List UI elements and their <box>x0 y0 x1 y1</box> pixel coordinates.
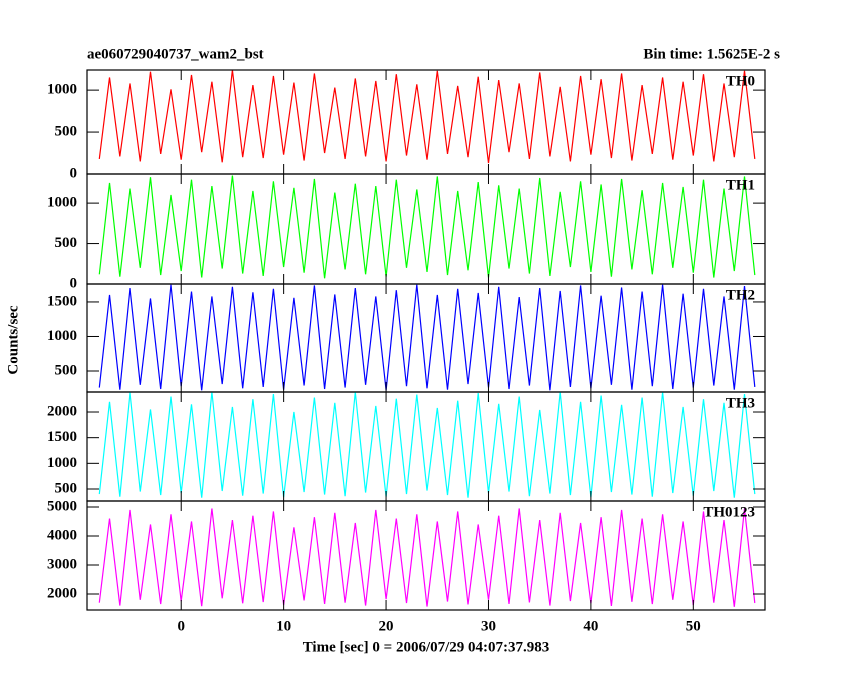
y-tick-label: 2000 <box>47 403 77 419</box>
y-tick-label: 1000 <box>47 455 77 471</box>
x-tick-label: 20 <box>379 618 394 634</box>
panel-label: TH0 <box>726 73 755 89</box>
y-tick-label: 3000 <box>47 556 77 572</box>
y-tick-label: 1500 <box>47 429 77 445</box>
x-tick-label: 10 <box>276 618 291 634</box>
y-axis-label: Counts/sec <box>5 305 21 375</box>
y-tick-label: 5000 <box>47 498 77 514</box>
y-tick-label: 500 <box>55 235 78 251</box>
light-curve <box>98 69 756 164</box>
panel-label: TH1 <box>726 177 755 193</box>
x-tick-label: 50 <box>686 618 701 634</box>
light-curve <box>98 508 756 607</box>
y-tick-label: 4000 <box>47 527 77 543</box>
x-axis-label: Time [sec] 0 = 2006/07/29 04:07:37.983 <box>303 639 550 655</box>
y-tick-label: 1000 <box>47 195 77 211</box>
y-tick-label: 2000 <box>47 585 77 601</box>
panel-label: TH3 <box>726 395 755 411</box>
y-tick-label: 500 <box>55 124 78 140</box>
panel-frame <box>86 500 766 611</box>
x-tick-label: 30 <box>481 618 496 634</box>
x-tick-label: 0 <box>177 618 185 634</box>
y-tick-label: 1000 <box>47 328 77 344</box>
y-tick-label: 500 <box>55 480 78 496</box>
y-tick-label: 1500 <box>47 293 77 309</box>
y-tick-label: 0 <box>70 275 78 291</box>
chart-subtitle: Bin time: 1.5625E-2 s <box>643 46 780 62</box>
y-tick-label: 0 <box>70 165 78 181</box>
y-tick-label: 1000 <box>47 82 77 98</box>
y-tick-label: 500 <box>55 362 78 378</box>
light-curve <box>98 175 756 279</box>
panel-label: TH0123 <box>703 504 755 520</box>
light-curve <box>98 284 756 391</box>
chart-title: ae060729040737_wam2_bst <box>87 46 264 62</box>
x-tick-label: 40 <box>583 618 598 634</box>
panel-label: TH2 <box>726 287 755 303</box>
light-curve <box>98 391 756 498</box>
